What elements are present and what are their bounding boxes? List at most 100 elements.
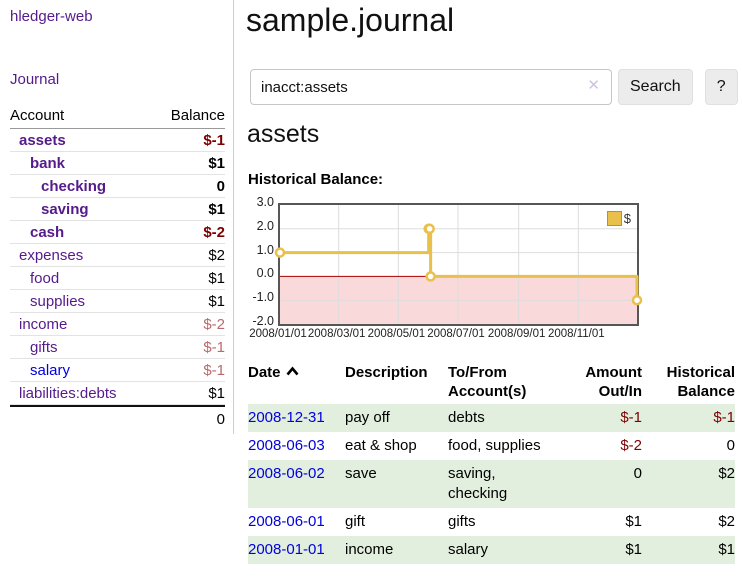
search-bar: ✕ Search ? (250, 69, 738, 105)
x-tick-label: 2008/11/01 (547, 328, 605, 340)
transaction-balance: $-1 (713, 409, 735, 426)
account-row: liabilities:debts $1 (10, 382, 225, 405)
accounts-table-body: assets $-1 bank $1 checking 0 saving $1 cash $-2 e… (10, 129, 225, 405)
data-point-marker (631, 294, 643, 306)
y-tick-label: 0.0 (256, 266, 274, 281)
account-balance: $-1 (152, 359, 225, 382)
account-balance: $1 (152, 267, 225, 290)
transaction-amount: $-2 (620, 437, 642, 454)
sidebar-item-journal[interactable]: Journal (10, 71, 60, 88)
account-row: income $-2 (10, 313, 225, 336)
account-balance: $2 (152, 244, 225, 267)
register-row: 2008-06-02 save saving, checking 0 $2 (248, 460, 735, 508)
chart-title: Historical Balance: (248, 171, 384, 188)
register-row: 2008-01-01 income salary $1 $1 (248, 536, 735, 564)
y-tick-label: -2.0 (252, 314, 274, 328)
account-row: expenses $2 (10, 244, 225, 267)
x-tick-label: 2008/01/01 (249, 328, 307, 340)
register-row: 2008-12-31 pay off debts $-1 $-1 (248, 404, 735, 432)
legend-swatch-icon (606, 211, 622, 226)
accounts-column-header: To/From Account(s) (448, 364, 527, 400)
transaction-balance: $1 (718, 541, 735, 558)
account-link-expenses[interactable]: expenses (19, 247, 84, 264)
chart-plot-svg (274, 205, 643, 324)
sidebar-divider (233, 0, 234, 434)
register-table: Date Description To/From Account(s) Amou… (248, 361, 735, 564)
balance-column-header2: Historical Balance (666, 364, 735, 400)
transaction-date-link[interactable]: 2008-01-01 (248, 541, 325, 558)
help-button[interactable]: ? (704, 69, 738, 105)
transaction-description: income (345, 541, 394, 558)
account-balance: 0 (152, 175, 225, 198)
app-brand-link[interactable]: hledger-web (10, 8, 93, 25)
transaction-amount: $-1 (620, 409, 642, 426)
search-input[interactable] (250, 69, 612, 105)
register-table-body: 2008-12-31 pay off debts $-1 $-1 2008-06-03 ea… (248, 404, 735, 564)
date-header-label: Date (248, 364, 281, 381)
description-column-header: Description (345, 364, 428, 381)
transaction-amount: $1 (625, 541, 642, 558)
page-title: sample.journal (246, 2, 455, 38)
transaction-description: gift (345, 513, 366, 530)
account-link-income[interactable]: income (19, 316, 68, 333)
account-link-bank[interactable]: bank (30, 155, 66, 172)
account-link-gifts[interactable]: gifts (30, 339, 58, 356)
account-link-salary[interactable]: salary (30, 362, 71, 379)
y-tick-label: 2.0 (256, 218, 274, 233)
search-button[interactable]: Search (618, 69, 693, 105)
balance-column-header: Balance (152, 104, 225, 129)
transaction-description: save (345, 465, 377, 482)
account-link-food[interactable]: food (30, 270, 60, 287)
transaction-balance: $2 (718, 465, 735, 482)
date-column-header: Date (248, 361, 345, 404)
account-balance: $1 (152, 198, 225, 221)
chart-plot-area[interactable]: $ (274, 203, 643, 326)
account-link-saving[interactable]: saving (41, 201, 89, 218)
transaction-date-link[interactable]: 2008-06-03 (248, 437, 325, 454)
account-row: food $1 (10, 267, 225, 290)
y-tick-label: 1.0 (256, 242, 274, 257)
account-row: cash $-2 (10, 221, 225, 244)
transaction-accounts: saving, checking (448, 465, 508, 502)
account-row: assets $-1 (10, 129, 225, 152)
clear-search-icon[interactable]: ✕ (587, 77, 600, 94)
x-tick-label: 2008/03/01 (307, 328, 366, 340)
account-link-checking[interactable]: checking (41, 178, 107, 195)
account-heading: assets (247, 120, 320, 148)
data-point-marker (425, 271, 436, 282)
account-balance: $1 (152, 290, 225, 313)
transaction-amount: $1 (625, 513, 642, 530)
x-tick-label: 2008/07/01 (427, 328, 485, 340)
transaction-date-link[interactable]: 2008-06-01 (248, 513, 325, 530)
transaction-accounts: food, supplies (448, 437, 541, 454)
account-link-assets[interactable]: assets (19, 132, 66, 149)
transaction-date-link[interactable]: 2008-06-02 (248, 465, 325, 482)
account-balance: $-1 (152, 336, 225, 359)
accounts-total-row: 0 (10, 405, 225, 430)
accounts-table: Account Balance assets $-1 bank $1 checking 0… (10, 104, 225, 430)
historical-balance-chart: 3.0 2.0 1.0 0.0 -1.0 -2.0 $ 2008/01/01 2008/03… (248, 195, 742, 348)
account-link-supplies[interactable]: supplies (30, 293, 86, 310)
transaction-accounts: gifts (448, 513, 476, 530)
account-link-cash[interactable]: cash (30, 224, 65, 241)
x-tick-label: 2008/05/01 (367, 328, 426, 340)
transaction-accounts: debts (448, 409, 485, 426)
account-balance: $-2 (152, 313, 225, 336)
register-row: 2008-06-01 gift gifts $1 $2 (248, 508, 735, 536)
accounts-total-balance: 0 (152, 405, 225, 430)
transaction-balance: $2 (718, 513, 735, 530)
legend-label: $ (623, 211, 631, 226)
sort-ascending-icon (286, 366, 299, 376)
account-link-liabilities-debts[interactable]: liabilities:debts (19, 385, 117, 402)
transaction-date-link[interactable]: 2008-12-31 (248, 409, 325, 426)
account-row: bank $1 (10, 152, 225, 175)
chart-y-axis: 3.0 2.0 1.0 0.0 -1.0 -2.0 (248, 195, 274, 348)
y-tick-label: -1.0 (252, 290, 274, 305)
account-balance: $-1 (152, 129, 225, 152)
amount-column-header: Amount Out/In (585, 364, 642, 400)
data-point-marker (424, 223, 435, 235)
x-tick-label: 2008/09/01 (487, 328, 546, 340)
y-tick-label: 3.0 (256, 195, 274, 209)
transaction-description: eat & shop (345, 437, 417, 454)
account-row: checking 0 (10, 175, 225, 198)
